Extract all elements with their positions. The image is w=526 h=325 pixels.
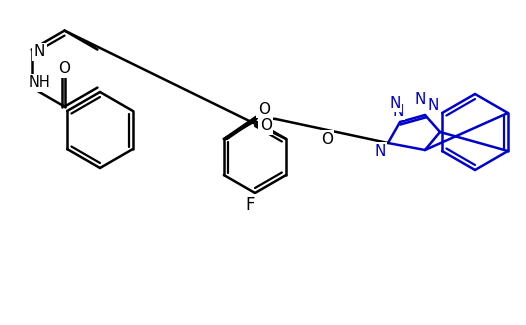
Text: O: O [258,101,270,116]
Text: O: O [58,61,70,76]
Text: O: O [321,132,333,147]
Text: N: N [427,98,439,112]
Text: N: N [375,144,386,159]
Text: N: N [392,103,403,119]
Text: N: N [414,93,426,108]
Text: NH: NH [29,75,50,90]
Text: O: O [260,119,272,134]
Text: F: F [245,196,255,214]
Text: N: N [389,96,401,111]
Text: N: N [34,44,45,59]
